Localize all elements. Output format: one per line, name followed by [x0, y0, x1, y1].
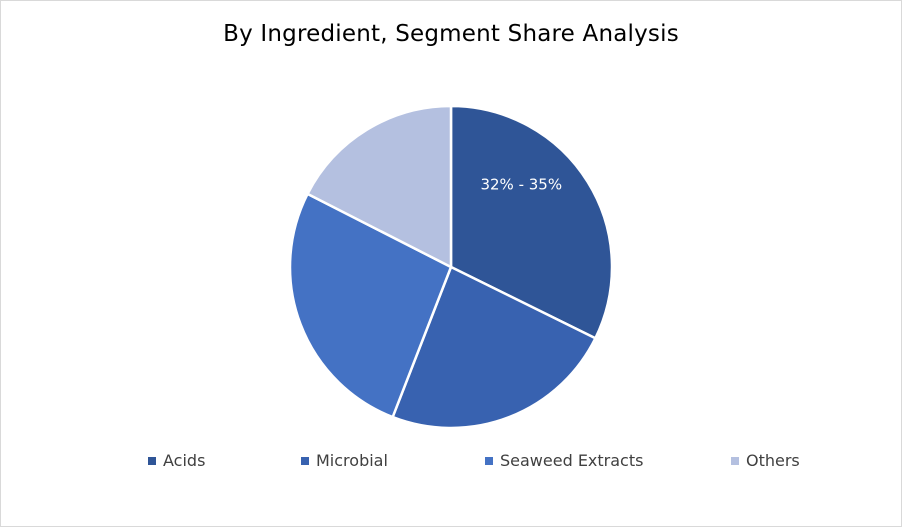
pie-slice-acids	[449, 104, 614, 340]
legend-item-microbial: Microbial	[301, 451, 388, 470]
legend-swatch-acids	[148, 456, 156, 465]
legend-swatch-microbial	[301, 456, 309, 465]
legend-item-seaweed-extracts: Seaweed Extracts	[485, 451, 643, 470]
legend-label-microbial: Microbial	[316, 451, 388, 470]
legend-label-acids: Acids	[163, 451, 206, 470]
legend-item-acids: Acids	[148, 451, 205, 470]
pie-slice-others	[306, 104, 453, 269]
legend-swatch-seaweed-extracts	[485, 456, 493, 465]
chart-title: By Ingredient, Segment Share Analysis	[223, 21, 679, 47]
slice-label-acids: 32% - 35%	[480, 176, 562, 194]
legend-label-others: Others	[746, 451, 800, 470]
legend-swatch-others	[731, 456, 739, 465]
legend-item-others: Others	[731, 451, 800, 470]
legend: Acids Microbial Seaweed Extracts Others	[1, 451, 901, 475]
pie-slice-seaweed-extracts	[288, 192, 453, 419]
legend-label-seaweed-extracts: Seaweed Extracts	[500, 451, 644, 470]
pie-slice-microbial	[391, 265, 597, 430]
